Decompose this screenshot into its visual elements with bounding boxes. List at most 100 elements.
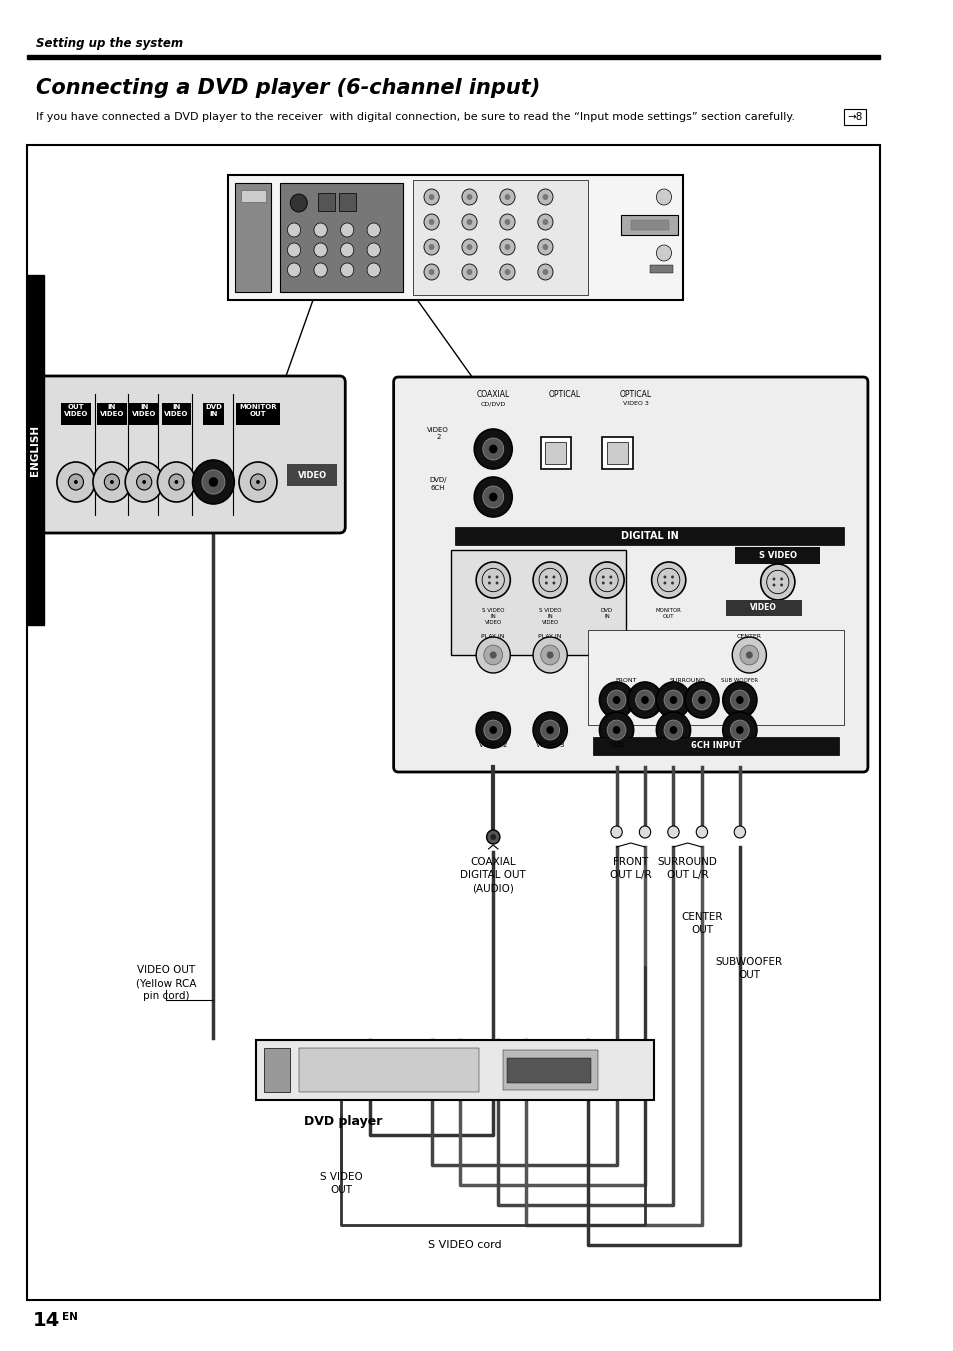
Text: MONITOR
OUT: MONITOR OUT (239, 404, 276, 417)
Circle shape (504, 195, 510, 200)
Text: IN
VIDEO: IN VIDEO (164, 404, 189, 417)
Text: IN
VIDEO: IN VIDEO (163, 404, 190, 423)
Text: SURROUND
OUT L/R: SURROUND OUT L/R (657, 857, 717, 881)
Circle shape (601, 581, 604, 585)
Circle shape (663, 720, 682, 740)
Circle shape (496, 576, 497, 578)
Text: OPTICAL: OPTICAL (618, 390, 651, 399)
Circle shape (461, 213, 476, 230)
Bar (413, 180, 587, 295)
Bar (298, 1048, 478, 1092)
Bar (317, 193, 335, 211)
Circle shape (670, 576, 673, 578)
Circle shape (651, 562, 685, 598)
Text: S VIDEO
IN
VIDEO: S VIDEO IN VIDEO (538, 608, 560, 624)
Bar (601, 436, 632, 469)
Circle shape (542, 219, 548, 226)
Circle shape (367, 243, 380, 257)
Circle shape (482, 486, 503, 508)
Circle shape (606, 720, 625, 740)
Circle shape (722, 682, 756, 717)
Circle shape (499, 263, 515, 280)
Circle shape (488, 581, 491, 585)
Circle shape (598, 682, 633, 717)
Circle shape (656, 189, 671, 205)
Circle shape (314, 243, 327, 257)
Bar (27, 55, 880, 59)
Circle shape (174, 480, 178, 484)
Circle shape (142, 480, 146, 484)
Circle shape (490, 834, 496, 840)
Bar (587, 630, 843, 725)
Circle shape (74, 480, 78, 484)
Circle shape (736, 725, 742, 734)
Circle shape (540, 644, 559, 665)
Circle shape (499, 213, 515, 230)
Circle shape (692, 690, 711, 709)
Circle shape (423, 213, 438, 230)
Circle shape (239, 462, 276, 503)
Bar (27, 276, 44, 626)
Text: VIDEO 2: VIDEO 2 (478, 742, 507, 748)
Text: SUBWOOFER
OUT: SUBWOOFER OUT (715, 957, 782, 981)
Text: 14: 14 (33, 1310, 60, 1329)
Circle shape (546, 725, 554, 734)
Circle shape (740, 644, 758, 665)
Bar (540, 436, 571, 469)
Circle shape (552, 581, 555, 585)
Circle shape (466, 219, 472, 226)
Text: PLAY IN: PLAY IN (537, 634, 561, 639)
Circle shape (287, 263, 300, 277)
Bar (279, 182, 403, 292)
Circle shape (255, 480, 259, 484)
Circle shape (696, 825, 707, 838)
Circle shape (486, 830, 499, 844)
Bar (338, 193, 355, 211)
Circle shape (314, 263, 327, 277)
Text: VIDEO OUT
(Yellow RCA
pin cord): VIDEO OUT (Yellow RCA pin cord) (135, 965, 196, 1001)
Circle shape (656, 712, 690, 748)
Circle shape (537, 263, 553, 280)
Text: SUB WOOFER: SUB WOOFER (720, 678, 758, 684)
Text: 6CH: 6CH (431, 485, 445, 490)
Circle shape (612, 725, 619, 734)
Circle shape (684, 682, 719, 717)
Text: DVD
IN: DVD IN (205, 404, 222, 417)
Bar (255, 1040, 654, 1100)
Circle shape (669, 696, 677, 704)
Circle shape (537, 189, 553, 205)
Text: MONITOR
OUT: MONITOR OUT (655, 608, 681, 619)
Text: 2: 2 (436, 434, 440, 440)
Circle shape (157, 462, 195, 503)
Circle shape (542, 269, 548, 276)
Circle shape (610, 825, 621, 838)
Circle shape (780, 577, 782, 581)
Circle shape (488, 576, 491, 578)
Circle shape (662, 576, 665, 578)
Circle shape (482, 438, 503, 459)
Circle shape (57, 462, 94, 503)
Circle shape (69, 474, 83, 490)
Circle shape (489, 444, 497, 454)
Circle shape (489, 725, 497, 734)
Text: FRONT: FRONT (615, 678, 636, 684)
Circle shape (367, 263, 380, 277)
Circle shape (640, 696, 648, 704)
Circle shape (476, 638, 510, 673)
Circle shape (428, 195, 434, 200)
Circle shape (423, 239, 438, 255)
Circle shape (428, 269, 434, 276)
Text: VIDEO 3: VIDEO 3 (536, 742, 564, 748)
Circle shape (662, 581, 665, 585)
Bar (725, 600, 801, 616)
Circle shape (489, 651, 497, 658)
Bar (735, 547, 820, 563)
Text: DVD/: DVD/ (429, 477, 447, 484)
Circle shape (780, 584, 782, 586)
Circle shape (466, 245, 472, 250)
Circle shape (736, 696, 742, 704)
Circle shape (540, 720, 559, 740)
Bar (27, 145, 880, 1300)
Circle shape (533, 562, 567, 598)
Circle shape (483, 720, 502, 740)
